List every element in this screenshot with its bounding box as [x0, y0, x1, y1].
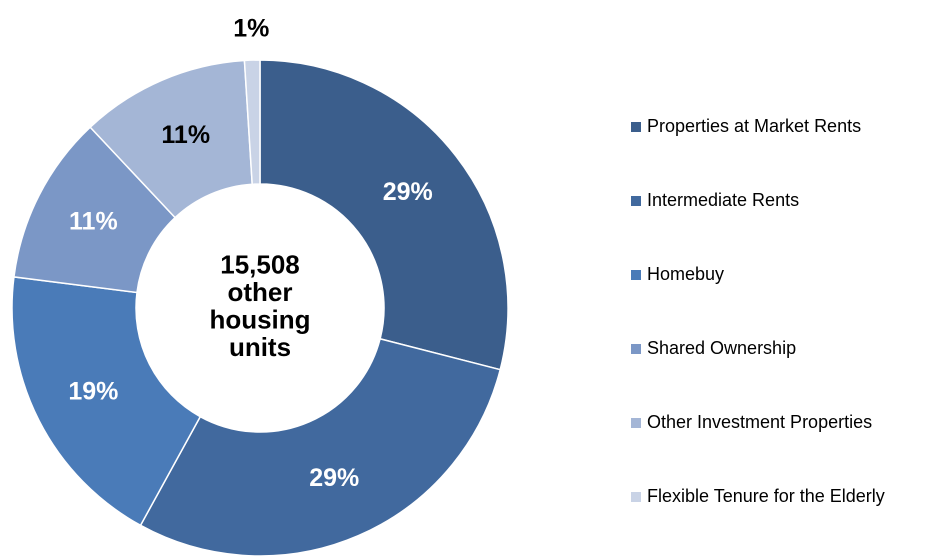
legend-label: Homebuy	[647, 264, 724, 284]
center-label: units	[229, 332, 291, 362]
legend-swatch	[631, 492, 641, 502]
legend-label: Flexible Tenure for the Elderly	[647, 486, 885, 506]
legend-swatch	[631, 270, 641, 280]
legend-label: Shared Ownership	[647, 338, 796, 358]
legend-swatch	[631, 196, 641, 206]
slice	[243, 59, 261, 186]
center-label: 15,508	[220, 250, 300, 280]
value-label: 19%	[68, 378, 118, 406]
legend-label: Properties at Market Rents	[647, 116, 861, 136]
legend-swatch	[631, 122, 641, 132]
value-label: 11%	[161, 121, 210, 149]
legend-label: Intermediate Rents	[647, 190, 799, 210]
value-label: 29%	[383, 178, 433, 206]
center-label: housing	[209, 305, 310, 335]
value-label: 29%	[309, 464, 359, 492]
legend-label: Other Investment Properties	[647, 412, 872, 432]
slice	[11, 276, 202, 527]
value-label: 11%	[69, 208, 118, 236]
slice	[259, 59, 509, 371]
slice	[139, 337, 502, 557]
value-label: 1%	[233, 15, 269, 43]
center-label: other	[228, 277, 293, 307]
legend-swatch	[631, 418, 641, 428]
legend-swatch	[631, 344, 641, 354]
